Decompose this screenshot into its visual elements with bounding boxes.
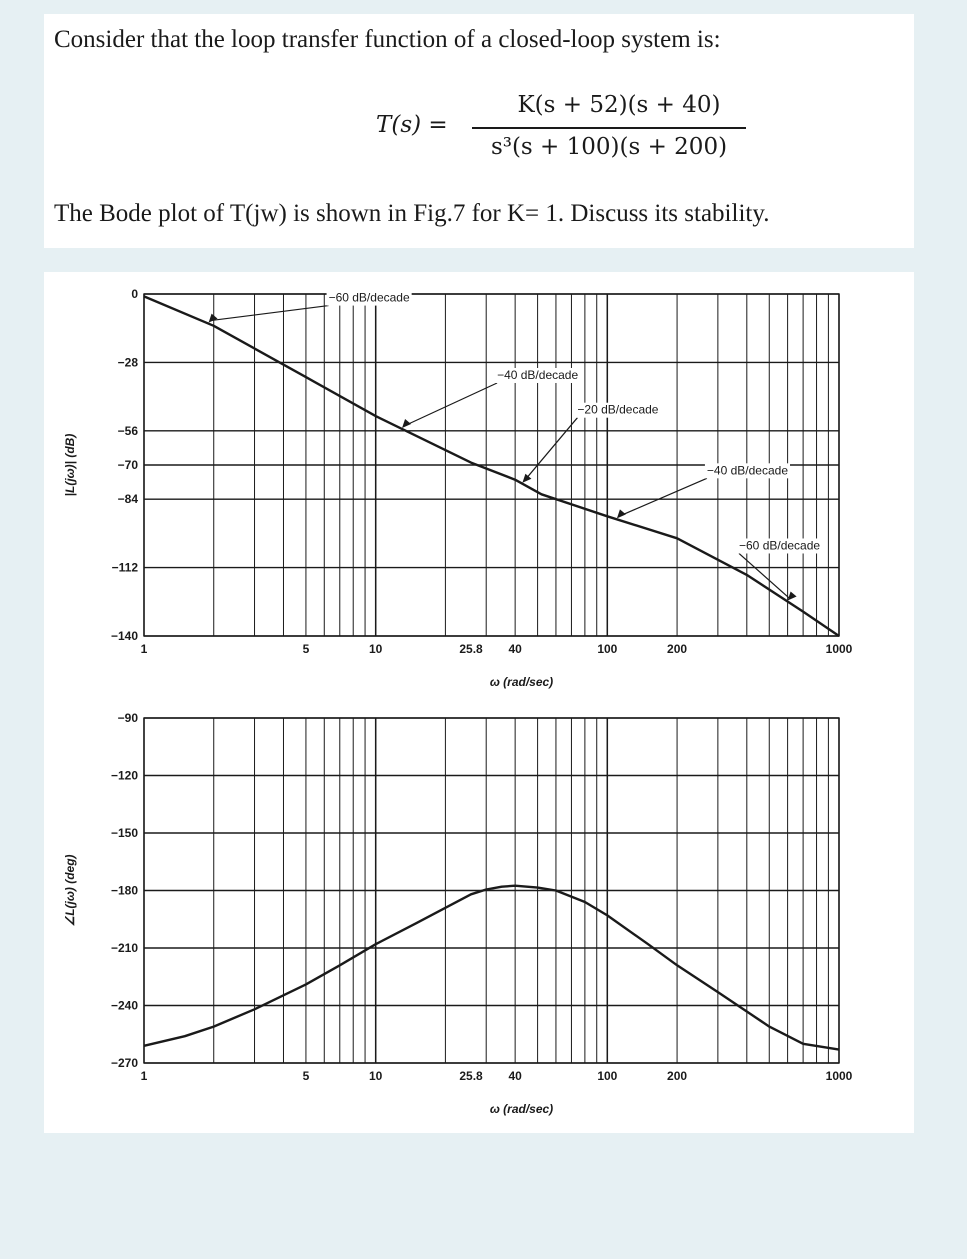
phase-curve: [143, 884, 840, 1051]
slope-arrow-line: [618, 477, 708, 517]
magnitude-y-tick-label: −84: [118, 492, 139, 506]
slope-arrow-line: [403, 382, 498, 427]
equation-lhs: T(s) =: [376, 112, 448, 138]
slope-label-bg: [737, 538, 823, 554]
slope-arrow-line: [738, 553, 791, 599]
magnitude-y-tick-label: −140: [111, 629, 138, 643]
magnitude-y-tick-label: −56: [118, 424, 139, 438]
phase-y-tick-label: −90: [118, 711, 139, 725]
slope-label: −40 dB/decade: [497, 368, 578, 382]
phase-x-tick-label: 1000: [826, 1069, 853, 1083]
phase-x-tick-label: 5: [303, 1069, 310, 1083]
phase-x-tick-label: 25.8: [459, 1069, 483, 1083]
slope-arrowhead: [787, 591, 797, 601]
magnitude-x-tick-label: 25.8: [459, 642, 483, 656]
slope-label: −60 dB/decade: [739, 538, 820, 552]
phase-x-tick-label: 100: [597, 1069, 617, 1083]
bode-figure: 0 −28 −56 −70 −84 −112 −140 1 5 10 25.8 40 100 200 100…: [44, 272, 914, 1133]
slope-arrowhead: [522, 473, 532, 483]
slope-arrow-line: [210, 304, 329, 322]
equation-denominator: s³(s + 100)(s + 200): [490, 134, 728, 160]
slope-label: −20 dB/decade: [577, 403, 658, 417]
magnitude-x-tick-label: 40: [508, 642, 522, 656]
phase-x-tick-label: 40: [508, 1069, 522, 1083]
phase-y-tick-label: −240: [111, 999, 138, 1013]
magnitude-x-axis-label: ω (rad/sec): [490, 675, 553, 689]
magnitude-x-tick-label: 5: [303, 642, 310, 656]
problem-intro: Consider that the loop transfer function…: [54, 26, 721, 53]
magnitude-y-tick-label: −70: [118, 458, 139, 472]
phase-x-axis-label: ω (rad/sec): [490, 1102, 553, 1116]
phase-x-tick-label: 200: [667, 1069, 687, 1083]
magnitude-curve: [143, 295, 840, 637]
equation-numerator: K(s + 52)(s + 40): [517, 92, 721, 118]
phase-y-tick-label: −120: [111, 769, 138, 783]
phase-y-axis-label: ∠L(jω) (deg): [63, 854, 77, 926]
magnitude-x-tick-label: 10: [369, 642, 383, 656]
slope-label-bg: [326, 290, 412, 306]
phase-x-tick-label: 1: [141, 1069, 148, 1083]
magnitude-x-tick-label: 200: [667, 642, 687, 656]
magnitude-frame: [143, 293, 840, 637]
phase-x-tick-label: 10: [369, 1069, 383, 1083]
fraction-bar: [472, 127, 746, 129]
slope-label-bg: [704, 463, 791, 479]
phase-y-tick-label: −210: [111, 941, 138, 955]
phase-frame: [143, 717, 840, 1064]
magnitude-x-tick-label: 100: [597, 642, 617, 656]
problem-question: The Bode plot of T(jw) is shown in Fig.7…: [54, 200, 770, 227]
slope-arrow-line: [523, 417, 578, 482]
magnitude-x-tick-label: 1: [141, 642, 148, 656]
phase-y-tick-label: −150: [111, 826, 138, 840]
slope-label-bg: [575, 402, 661, 418]
slope-arrowhead: [616, 509, 626, 519]
slope-label: −40 dB/decade: [707, 463, 788, 477]
phase-y-tick-label: −270: [111, 1056, 138, 1070]
slope-label-bg: [495, 367, 581, 383]
slope-arrowhead: [402, 418, 412, 428]
problem-card: Consider that the loop transfer function…: [44, 14, 914, 248]
magnitude-x-tick-label: 1000: [826, 642, 853, 656]
magnitude-y-tick-label: −112: [112, 561, 139, 575]
magnitude-y-tick-label: −28: [118, 355, 139, 369]
magnitude-y-axis-label: |L(jω)| (dB): [63, 434, 77, 497]
slope-label: −60 dB/decade: [329, 291, 410, 305]
magnitude-y-tick-label: 0: [131, 287, 138, 301]
phase-y-tick-label: −180: [111, 884, 138, 898]
slope-arrowhead: [208, 313, 218, 323]
